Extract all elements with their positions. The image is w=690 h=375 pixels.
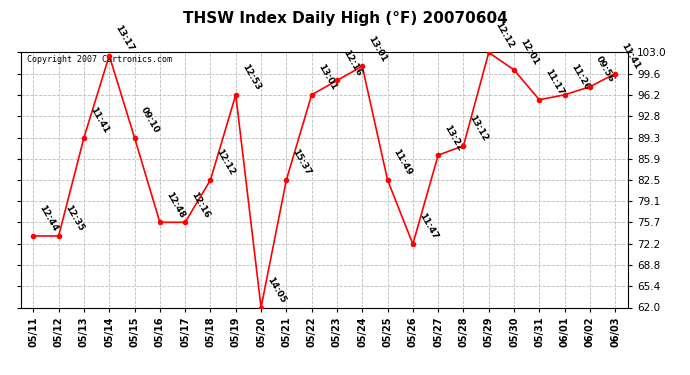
Text: 13:01: 13:01 [316, 63, 338, 92]
Text: 11:41: 11:41 [620, 42, 642, 71]
Text: Copyright 2007 Cartronics.com: Copyright 2007 Cartronics.com [27, 55, 172, 64]
Text: 12:12: 12:12 [493, 20, 515, 50]
Text: 12:16: 12:16 [189, 190, 211, 219]
Text: 13:12: 13:12 [468, 114, 490, 143]
Text: 12:53: 12:53 [240, 63, 262, 92]
Text: 13:22: 13:22 [442, 123, 464, 152]
Text: 12:12: 12:12 [215, 148, 237, 177]
Text: 09:56: 09:56 [594, 55, 616, 84]
Text: 11:47: 11:47 [417, 212, 440, 241]
Text: 14:05: 14:05 [265, 275, 287, 305]
Text: 12:48: 12:48 [164, 190, 186, 219]
Text: 11:41: 11:41 [88, 105, 110, 135]
Text: 12:44: 12:44 [37, 204, 60, 233]
Text: 12:16: 12:16 [341, 48, 363, 78]
Text: 11:49: 11:49 [392, 148, 414, 177]
Text: 13:01: 13:01 [366, 34, 388, 63]
Text: 15:37: 15:37 [290, 148, 313, 177]
Text: 12:35: 12:35 [63, 204, 85, 233]
Text: 09:10: 09:10 [139, 106, 161, 135]
Text: 13:17: 13:17 [113, 23, 136, 53]
Text: 11:26: 11:26 [569, 63, 591, 92]
Text: THSW Index Daily High (°F) 20070604: THSW Index Daily High (°F) 20070604 [183, 11, 507, 26]
Text: 11:17: 11:17 [544, 68, 566, 97]
Text: 12:01: 12:01 [518, 38, 540, 67]
